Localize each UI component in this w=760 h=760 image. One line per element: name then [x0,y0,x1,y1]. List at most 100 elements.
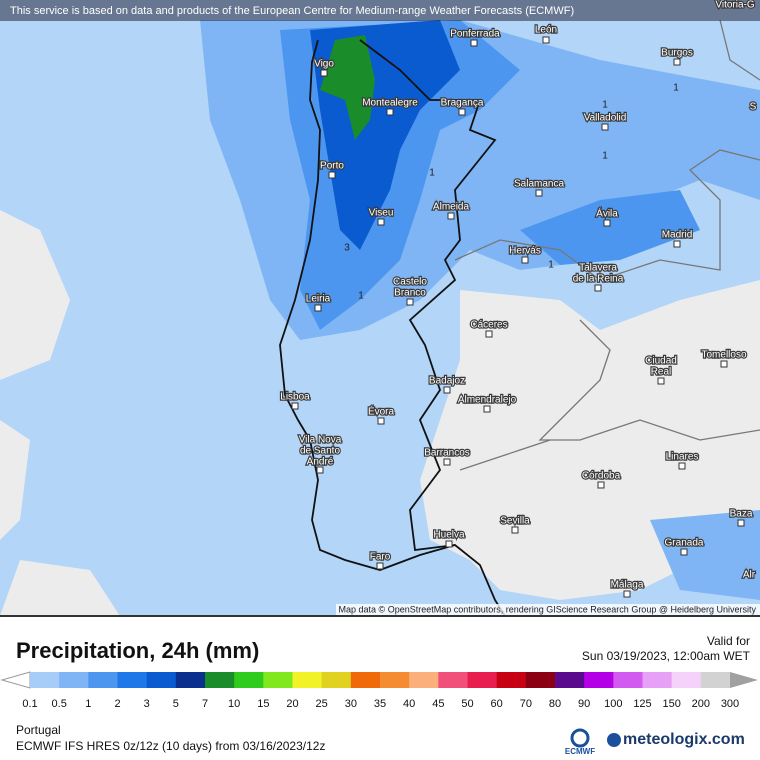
city-marker [678,462,686,470]
contour-label: 3 [344,243,350,254]
legend-swatch [496,672,527,688]
legend-arrow-right [730,672,758,688]
legend-arrow-left [0,671,31,689]
legend-label: 70 [520,698,532,710]
city-label: Castelo [393,277,427,288]
city-label: Madrid [662,230,693,241]
city-label: Viseu [369,208,394,219]
city-label: Ávila [596,207,618,220]
city-marker [458,108,466,116]
legend-label: 30 [345,698,357,710]
legend-swatch [438,672,468,688]
contour-label: 1 [358,291,364,302]
city-marker [597,481,605,489]
city-label: Montealegre [362,98,418,109]
city-marker [680,548,688,556]
legend-swatch [642,672,673,688]
legend-label: 35 [374,698,386,710]
banner-text: This service is based on data and produc… [10,5,574,17]
city-marker [291,402,299,410]
city-marker [603,219,611,227]
legend-label: 100 [604,698,622,710]
legend-swatch [292,672,323,688]
legend-swatch [613,672,643,688]
city-marker [542,36,550,44]
legend-swatch [321,672,352,688]
banner-bg [0,0,760,21]
title: Precipitation, 24h (mm) [16,638,259,663]
legend-label: 80 [549,698,561,710]
city-label: Baza [730,509,753,520]
legend-swatch [380,672,410,688]
legend-label: 25 [316,698,328,710]
city-marker [623,590,631,598]
contour-label: 1 [429,168,435,179]
legend-label: 300 [721,698,739,710]
city-label: Córdoba [582,471,621,482]
legend-label: 20 [286,698,298,710]
legend-swatch [205,672,235,688]
city-label: Évora [368,405,395,418]
city-marker [720,360,728,368]
city-label: Faro [370,552,391,563]
city-marker [470,39,478,47]
legend-label: 90 [578,698,590,710]
legend-label: 2 [114,698,120,710]
city-label: Huelva [433,530,465,541]
model-info: ECMWF IFS HRES 0z/12z (10 days) from 03/… [16,739,325,753]
city-label: Porto [320,161,344,172]
legend-label: 50 [461,698,473,710]
city-marker [485,330,493,338]
city-marker [314,304,322,312]
city-marker [406,298,414,306]
city-label: Valladolid [584,113,627,124]
city-label: Ciudad [645,356,677,367]
meteologix-logo[interactable]: meteologix.com [623,731,745,748]
legend-label: 200 [692,698,710,710]
city-label: Talavera [579,263,617,274]
city-label: André [307,457,334,468]
legend-swatch [59,672,89,688]
city-label: S [750,102,757,113]
city-label: Burgos [661,48,693,59]
borders [454,19,760,471]
legend: 0.1 0.5 1 2 3 5 7 10 15 20 25 30 35 40 45 50 60 70 80 90 100… [0,671,758,710]
city-label: de la Reina [573,274,624,285]
legend-label: 1 [85,698,91,710]
city-marker [443,458,451,466]
legend-label: 40 [403,698,415,710]
legend-swatch [350,672,381,688]
city-label: Branco [394,288,426,299]
city-label: Cáceres [470,320,507,331]
attribution: Map data © OpenStreetMap contributors, r… [339,604,757,614]
city-label: Sevilla [500,516,530,527]
valid-label: Valid for [707,634,750,648]
legend-swatch [409,672,439,688]
city-marker [443,386,451,394]
city-label: Granada [665,538,704,549]
legend-swatch [175,672,206,688]
meteologix-icon [607,733,621,747]
legend-label: 3 [144,698,150,710]
legend-label: 0.1 [22,698,37,710]
ecmwf-icon [570,728,590,748]
ecmwf-logo: ECMWF [565,747,595,756]
legend-swatch [263,672,293,688]
legend-swatch [467,672,498,688]
cities: Vitoria-G Ponferrada León Vigo Montealegre Br… [279,0,758,598]
city-label: Vila Nova [299,435,342,446]
city-marker [377,218,385,226]
city-marker [445,540,453,548]
city-marker [320,69,328,77]
legend-label: 150 [662,698,680,710]
legend-swatch [146,672,177,688]
contour-label: 1 [602,100,608,111]
coastline-and-border [279,39,506,617]
city-marker [316,466,324,474]
legend-label: 7 [202,698,208,710]
legend-swatch [525,672,556,688]
city-marker [447,212,455,220]
legend-label: 5 [173,698,179,710]
legend-label: 45 [432,698,444,710]
